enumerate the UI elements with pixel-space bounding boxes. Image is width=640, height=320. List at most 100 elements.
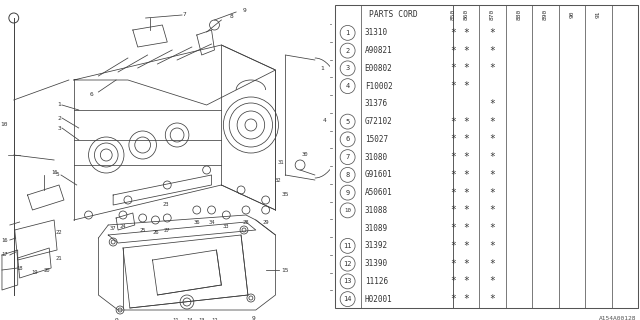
Text: 5: 5: [346, 119, 349, 124]
Text: 1: 1: [57, 102, 61, 108]
Text: 1: 1: [320, 66, 324, 70]
Text: 6: 6: [346, 136, 349, 142]
Text: 20: 20: [44, 268, 51, 273]
Text: *: *: [490, 294, 495, 304]
Text: 880: 880: [516, 9, 522, 20]
Text: 13: 13: [344, 278, 352, 284]
Text: 15: 15: [282, 268, 289, 273]
Text: *: *: [450, 46, 456, 56]
Text: 14: 14: [344, 296, 352, 302]
Text: 890: 890: [543, 9, 548, 20]
Text: 3: 3: [346, 65, 349, 71]
Text: 90: 90: [570, 11, 574, 18]
Text: 31376: 31376: [365, 100, 388, 108]
Text: 10: 10: [0, 123, 8, 127]
Text: *: *: [490, 28, 495, 38]
Text: 31392: 31392: [365, 241, 388, 250]
Text: 31: 31: [277, 161, 284, 165]
Text: *: *: [463, 28, 469, 38]
Text: *: *: [463, 134, 469, 144]
Text: 19: 19: [31, 269, 38, 275]
Text: *: *: [490, 134, 495, 144]
Text: 16: 16: [51, 171, 58, 175]
Text: *: *: [490, 276, 495, 286]
Text: 6: 6: [90, 92, 93, 98]
Text: 28: 28: [243, 220, 249, 225]
Text: H02001: H02001: [365, 295, 392, 304]
Text: 36: 36: [193, 220, 200, 225]
Text: *: *: [450, 188, 456, 198]
Text: PARTS CORD: PARTS CORD: [369, 10, 418, 19]
Text: 12: 12: [211, 317, 218, 320]
Text: *: *: [490, 46, 495, 56]
Text: *: *: [450, 294, 456, 304]
Text: *: *: [490, 99, 495, 109]
Text: *: *: [463, 259, 469, 268]
Text: G72102: G72102: [365, 117, 392, 126]
Text: *: *: [490, 170, 495, 180]
Text: *: *: [490, 116, 495, 127]
Text: A154A00128: A154A00128: [598, 316, 636, 320]
Text: 14: 14: [187, 317, 193, 320]
Text: 7: 7: [346, 154, 349, 160]
Text: A50601: A50601: [365, 188, 392, 197]
Text: *: *: [450, 276, 456, 286]
Text: 13: 13: [198, 317, 205, 320]
Text: 26: 26: [152, 229, 159, 235]
Text: 11: 11: [344, 243, 352, 249]
Text: 37: 37: [110, 226, 116, 230]
Text: 11126: 11126: [365, 277, 388, 286]
Text: 18: 18: [17, 266, 23, 270]
Text: E00802: E00802: [365, 64, 392, 73]
Text: 1: 1: [346, 30, 349, 36]
Text: 870: 870: [490, 9, 495, 20]
Text: *: *: [450, 63, 456, 73]
Text: 25: 25: [140, 228, 146, 233]
Text: G91601: G91601: [365, 170, 392, 180]
Text: 850: 850: [451, 9, 455, 20]
Text: *: *: [463, 116, 469, 127]
Text: *: *: [490, 241, 495, 251]
Text: *: *: [463, 205, 469, 215]
Text: *: *: [463, 63, 469, 73]
Text: A90821: A90821: [365, 46, 392, 55]
Text: *: *: [490, 63, 495, 73]
Text: *: *: [450, 223, 456, 233]
Text: 9: 9: [114, 317, 118, 320]
Text: *: *: [450, 170, 456, 180]
Text: 4: 4: [346, 83, 349, 89]
Text: 8: 8: [229, 13, 233, 19]
Text: *: *: [463, 152, 469, 162]
Text: 3: 3: [57, 125, 61, 131]
Text: 91: 91: [596, 11, 601, 18]
Text: 4: 4: [323, 117, 326, 123]
Text: 860: 860: [463, 9, 468, 20]
Text: *: *: [450, 116, 456, 127]
Text: *: *: [490, 188, 495, 198]
Text: *: *: [463, 223, 469, 233]
Text: *: *: [450, 205, 456, 215]
Text: 31390: 31390: [365, 259, 388, 268]
Text: *: *: [450, 134, 456, 144]
Text: *: *: [490, 223, 495, 233]
Text: 17: 17: [1, 252, 8, 258]
Text: *: *: [463, 241, 469, 251]
Text: 31089: 31089: [365, 224, 388, 233]
Text: *: *: [463, 188, 469, 198]
Text: *: *: [463, 276, 469, 286]
Text: 2: 2: [57, 116, 61, 121]
Text: *: *: [463, 294, 469, 304]
Text: 15027: 15027: [365, 135, 388, 144]
Text: *: *: [463, 46, 469, 56]
Text: *: *: [463, 170, 469, 180]
Text: 24: 24: [120, 225, 126, 229]
Text: 9: 9: [346, 190, 349, 196]
Text: *: *: [463, 81, 469, 91]
Text: 16: 16: [1, 237, 8, 243]
Text: 30: 30: [301, 153, 308, 157]
Text: 11: 11: [172, 317, 179, 320]
Text: 8: 8: [346, 172, 349, 178]
Text: 12: 12: [344, 260, 352, 267]
Text: 9: 9: [252, 316, 256, 320]
Text: 23: 23: [162, 203, 168, 207]
